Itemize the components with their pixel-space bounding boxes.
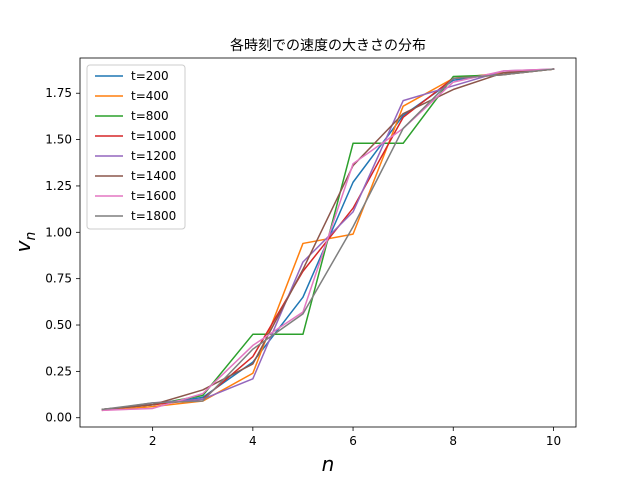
x-tick-label: 4 xyxy=(249,434,257,448)
y-axis-label: vn xyxy=(11,232,39,253)
legend-label: t=1000 xyxy=(131,129,176,143)
legend-label: t=1800 xyxy=(131,209,176,223)
chart-title: 各時刻での速度の大きさの分布 xyxy=(230,38,426,54)
legend-box xyxy=(86,64,186,230)
y-tick-label: 1.25 xyxy=(45,179,72,193)
x-tick-label: 8 xyxy=(449,434,457,448)
series-line-8 xyxy=(101,68,555,411)
y-tick-label: 1.00 xyxy=(45,225,72,239)
y-tick-label: 0.00 xyxy=(45,411,72,425)
legend-label: t=1200 xyxy=(131,149,176,163)
x-axis-label: n xyxy=(322,452,335,476)
y-tick-label: 0.50 xyxy=(45,318,72,332)
plot-frame xyxy=(79,57,577,428)
x-tick-label: 6 xyxy=(349,434,357,448)
plot-area xyxy=(101,68,555,412)
x-axis: 2 4 6 8 10 xyxy=(149,427,561,448)
legend-label: t=1600 xyxy=(131,189,176,203)
y-axis-label-main: v xyxy=(11,239,35,252)
legend-label: t=1400 xyxy=(131,169,176,183)
legend-label: t=800 xyxy=(131,109,169,123)
series-line-6 xyxy=(101,68,555,411)
x-tick-label: 2 xyxy=(149,434,157,448)
y-tick-label: 0.25 xyxy=(45,364,72,378)
y-tick-label: 1.50 xyxy=(45,133,72,147)
y-axis-label-subscript: n xyxy=(23,232,39,241)
y-axis: 0.00 0.25 0.50 0.75 1.00 1.25 1.50 1.75 xyxy=(45,86,80,425)
legend-label: t=200 xyxy=(131,69,169,83)
x-tick-label: 10 xyxy=(546,434,561,448)
legend: t=200 t=400 t=800 t=1000 t=1200 t=1400 t=1600 t… xyxy=(86,64,186,230)
legend-label: t=400 xyxy=(131,89,169,103)
y-tick-label: 1.75 xyxy=(45,86,72,100)
y-tick-label: 0.75 xyxy=(45,272,72,286)
